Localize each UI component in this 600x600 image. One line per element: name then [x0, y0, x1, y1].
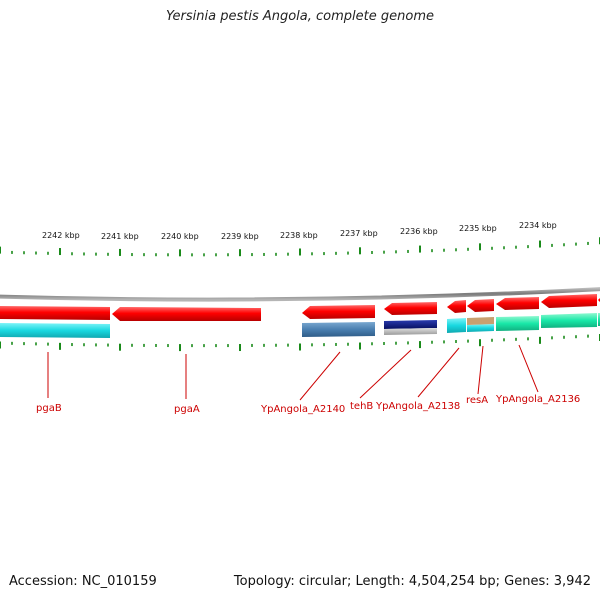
label-leaders [47, 344, 539, 401]
gene-label: YpAngola_A2136 [495, 394, 580, 405]
map-title: Yersinia pestis Angola, complete genome [166, 9, 434, 24]
gene-arrow [467, 299, 494, 312]
gene-label: tehB [350, 401, 373, 412]
scale-label: 2237 kbp [340, 229, 378, 238]
gene-labels: pgaB pgaA YpAngola_A2140 tehB YpAngola_A… [36, 394, 580, 415]
cog-block [384, 328, 437, 335]
accession-text: Accession: NC_010159 [9, 574, 157, 589]
topology-summary: Topology: circular; Length: 4,504,254 bp… [233, 574, 591, 589]
gene-arrow [0, 306, 110, 320]
gene-arrow [384, 302, 437, 315]
gene-lane-inner [0, 313, 600, 338]
scale-label: 2240 kbp [161, 232, 199, 241]
gene-arrow [302, 305, 375, 319]
cog-block [302, 322, 375, 337]
gene-arrow [541, 294, 597, 308]
cog-block [0, 323, 110, 338]
cog-block [447, 318, 466, 333]
gene-label: YpAngola_A2138 [375, 401, 460, 412]
gene-label: YpAngola_A2140 [260, 404, 345, 415]
scale-label: 2239 kbp [221, 232, 259, 241]
gene-lane-outer [0, 294, 600, 321]
cog-block [467, 324, 494, 332]
cog-block [467, 317, 494, 325]
gene-arrow [112, 307, 261, 321]
cog-block [384, 320, 437, 329]
cog-block [496, 316, 539, 331]
cog-block [541, 313, 597, 328]
gene-arrow [447, 300, 466, 313]
scale-label: 2236 kbp [400, 227, 438, 236]
outer-scale-ticks [0, 237, 600, 257]
gene-label: pgaA [174, 404, 200, 415]
scale-label: 2234 kbp [519, 221, 557, 230]
gene-label: resA [466, 395, 488, 406]
scale-label: 2242 kbp [42, 231, 80, 240]
genome-backbone [0, 287, 600, 302]
scale-label: 2238 kbp [280, 231, 318, 240]
gene-label: pgaB [36, 403, 62, 414]
scale-label: 2235 kbp [459, 224, 497, 233]
inner-scale-ticks [0, 334, 600, 352]
gene-arrow [496, 297, 539, 310]
scale-labels: 2242 kbp 2241 kbp 2240 kbp 2239 kbp 2238… [42, 221, 557, 241]
scale-label: 2241 kbp [101, 232, 139, 241]
